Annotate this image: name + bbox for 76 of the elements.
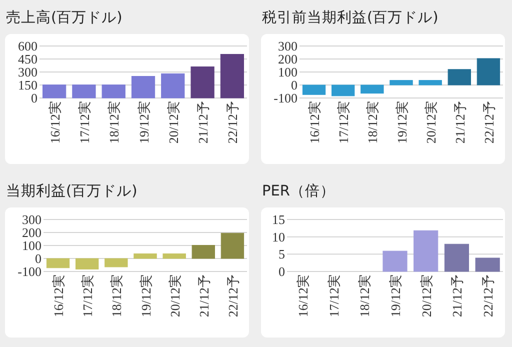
bar	[104, 258, 128, 268]
y-tick-label: 300	[278, 38, 298, 54]
x-tick-label: 20/12実	[418, 274, 434, 318]
y-tick-label: 100	[278, 64, 298, 80]
bar	[190, 66, 214, 98]
x-tick-label: 16/12実	[295, 274, 310, 318]
x-tick-label: 17/12実	[80, 274, 96, 318]
y-tick-label: 0	[291, 78, 298, 92]
y-tick-label: 300	[22, 212, 42, 227]
bar	[192, 244, 215, 259]
x-tick-label: 17/12実	[326, 274, 342, 318]
bar	[161, 73, 185, 98]
x-tick-label: 16/12実	[51, 274, 66, 318]
y-tick-label: 10	[272, 229, 285, 244]
bar	[360, 84, 384, 94]
bar	[390, 80, 413, 86]
bar	[76, 258, 99, 270]
x-tick-label: 18/12実	[106, 101, 122, 144]
bar	[131, 76, 156, 98]
y-tick-label: -100	[18, 264, 42, 279]
x-tick-label: 19/12実	[136, 101, 152, 144]
chart-title: 当期利益(百万ドル)	[6, 182, 138, 200]
bar	[418, 80, 442, 86]
x-tick-label: 18/12実	[357, 274, 372, 318]
y-tick-label: 200	[22, 225, 42, 240]
x-tick-label: 17/12実	[76, 101, 92, 144]
x-tick-label: 22/12予	[481, 101, 496, 144]
y-tick-label: 0	[278, 264, 285, 279]
bar	[302, 84, 326, 95]
y-tick-label: -100	[274, 90, 298, 106]
x-tick-label: 19/12実	[138, 274, 154, 318]
bar	[134, 253, 157, 259]
bar	[382, 250, 408, 272]
x-tick-label: 22/12予	[225, 101, 240, 144]
x-tick-label: 22/12予	[480, 274, 496, 318]
chart-title: PER（倍）	[262, 182, 335, 200]
y-tick-label: 600	[18, 38, 38, 54]
x-tick-label: 18/12実	[365, 101, 380, 144]
x-tick-label: 17/12実	[336, 101, 352, 144]
bar	[448, 69, 471, 86]
y-tick-label: 0	[31, 90, 38, 106]
y-tick-label: 200	[278, 52, 298, 66]
y-tick-label: 5	[278, 246, 285, 262]
bar	[444, 244, 469, 272]
y-tick-label: 0	[35, 251, 42, 266]
x-tick-label: 22/12予	[225, 274, 240, 318]
bar	[46, 258, 70, 268]
bar	[162, 253, 186, 259]
x-tick-label: 21/12予	[450, 274, 465, 318]
x-tick-label: 19/12実	[388, 274, 403, 318]
x-tick-label: 16/12実	[307, 101, 322, 144]
bar	[72, 84, 96, 98]
x-tick-label: 16/12実	[47, 101, 62, 144]
x-tick-label: 21/12予	[196, 101, 211, 144]
bar	[42, 84, 66, 98]
chart-title: 税引前当期利益(百万ドル)	[262, 9, 438, 26]
y-tick-label: 450	[18, 52, 38, 66]
y-tick-label: 150	[18, 78, 38, 92]
bar	[102, 84, 126, 98]
bar	[414, 230, 438, 272]
x-tick-label: 18/12実	[109, 274, 124, 318]
y-tick-label: 100	[22, 238, 42, 253]
y-tick-label: 15	[272, 212, 285, 227]
bar	[220, 54, 244, 98]
bar	[475, 258, 500, 272]
x-tick-label: 21/12予	[452, 101, 468, 144]
x-tick-label: 20/12実	[167, 274, 182, 318]
x-tick-label: 20/12実	[166, 101, 181, 144]
chart-title: 売上高(百万ドル)	[6, 9, 122, 26]
x-tick-label: 21/12予	[196, 274, 212, 318]
y-tick-label: 300	[18, 64, 38, 80]
x-tick-label: 19/12実	[394, 101, 410, 144]
x-tick-label: 20/12実	[423, 101, 438, 144]
bar	[220, 232, 244, 259]
bar	[476, 58, 500, 86]
bar	[332, 84, 355, 96]
